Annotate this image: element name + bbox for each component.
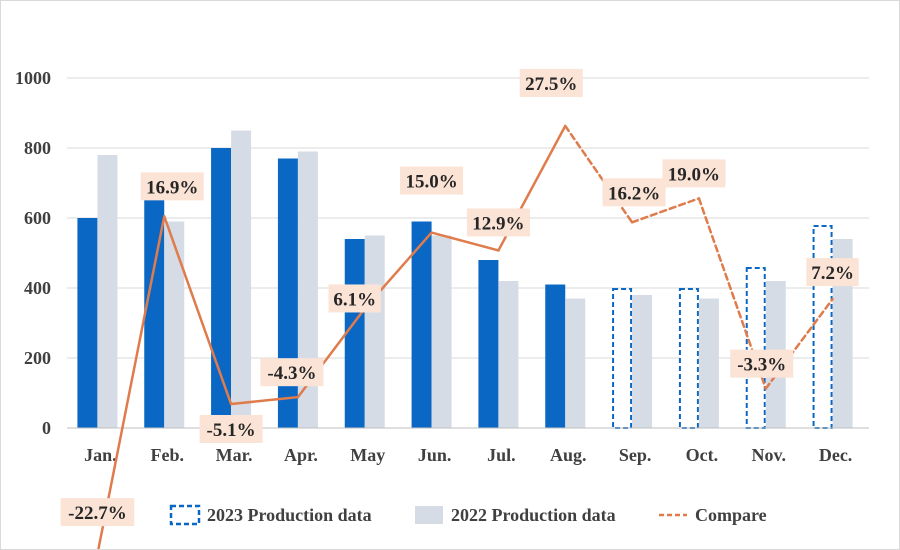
compare-line-segment (163, 215, 233, 406)
x-tick-label: May (350, 445, 385, 465)
bar-2023 (678, 288, 699, 429)
compare-label-bg (260, 358, 324, 387)
bar-2022 (231, 130, 252, 428)
bar-2022 (97, 155, 118, 428)
y-tick-label: 400 (24, 278, 51, 298)
legend-label-2023: 2023 Production data (207, 505, 372, 525)
compare-data-label: 7.2% (811, 263, 854, 284)
bar-2022 (632, 295, 653, 428)
bar-2023 (411, 221, 432, 428)
compare-line-segment (97, 215, 166, 549)
y-tick-label: 600 (24, 208, 51, 228)
y-tick-label: 1000 (15, 68, 51, 88)
compare-label-bg (60, 498, 135, 527)
compare-data-label: 19.0% (668, 164, 720, 185)
compare-label-bg (730, 349, 794, 378)
compare-label-bg (400, 166, 464, 195)
y-tick-label: 0 (42, 418, 51, 438)
x-tick-label: Jul. (487, 445, 516, 465)
x-tick-label: Nov. (751, 445, 786, 465)
bar-2023 (77, 218, 98, 428)
bars (77, 130, 853, 429)
compare-data-label: -22.7% (68, 503, 127, 524)
x-tick-label: Jan. (84, 445, 117, 465)
data-labels: -22.7% 16.9% -5.1% -4.3% 6.1% 15.0% 12.9% 27.5%… (60, 68, 859, 527)
axes: 0 200 400 600 800 1000 Jan. Feb. Mar. Apr. May Jun.… (15, 68, 869, 465)
compare-label-bg (199, 415, 263, 444)
x-tick-label: Jun. (418, 445, 452, 465)
compare-data-label: -5.1% (207, 420, 256, 441)
legend-label-compare: Compare (695, 505, 767, 525)
compare-label-bg (140, 172, 204, 201)
bar-2023 (478, 260, 499, 428)
bar-2023 (745, 267, 766, 429)
bar-2023 (144, 190, 165, 428)
compare-label-bg (466, 208, 530, 237)
bar-2022 (565, 298, 586, 428)
bar-2022 (431, 235, 452, 428)
x-tick-label: Mar. (216, 445, 253, 465)
bar-2022 (498, 281, 519, 428)
bar-2022 (364, 235, 385, 428)
compare-data-label: 15.0% (405, 172, 457, 193)
y-tick-label: 800 (24, 138, 51, 158)
compare-line-segment (697, 197, 767, 390)
bar-2022 (832, 239, 853, 428)
bar-2022 (698, 298, 719, 428)
x-tick-label: Oct. (686, 445, 718, 465)
compare-data-label: 12.9% (472, 213, 524, 234)
x-tick-label: Apr. (284, 445, 318, 465)
compare-line-segment (564, 124, 634, 224)
legend: 2023 Production data 2022 Production data… (169, 504, 767, 526)
compare-label-bg (602, 178, 666, 207)
x-tick-label: Aug. (550, 445, 587, 465)
legend-swatch-2022 (415, 506, 443, 524)
compare-data-label: 27.5% (525, 74, 577, 95)
compare-data-label: 16.2% (608, 183, 660, 204)
compare-data-label: 16.9% (146, 177, 198, 198)
y-tick-label: 200 (24, 348, 51, 368)
compare-line-segment (764, 297, 834, 390)
bar-2023 (545, 284, 566, 428)
compare-line-segment (229, 395, 300, 406)
bar-2023 (277, 158, 298, 428)
bar-2023 (344, 239, 365, 428)
x-tick-label: Feb. (151, 445, 185, 465)
bar-2023 (612, 288, 633, 429)
compare-data-label: 6.1% (333, 289, 376, 310)
bar-2023 (211, 148, 232, 428)
compare-label-bg (519, 68, 583, 97)
compare-label-bg (662, 159, 726, 188)
compare-line-segment (630, 197, 701, 224)
legend-swatch-2023 (169, 504, 201, 526)
x-tick-label: Dec. (819, 445, 852, 465)
compare-label-bg (328, 284, 381, 313)
bar-2022 (297, 151, 318, 428)
x-tick-label: Sep. (619, 445, 652, 465)
compare-data-label: -3.3% (737, 355, 786, 376)
bar-2023 (812, 225, 833, 429)
compare-label-bg (806, 258, 859, 287)
bar-2022 (164, 221, 185, 428)
compare-line-segment (430, 231, 500, 252)
compare-line (97, 124, 834, 549)
legend-label-2022: 2022 Production data (451, 505, 616, 525)
compare-data-label: -4.3% (267, 363, 316, 384)
